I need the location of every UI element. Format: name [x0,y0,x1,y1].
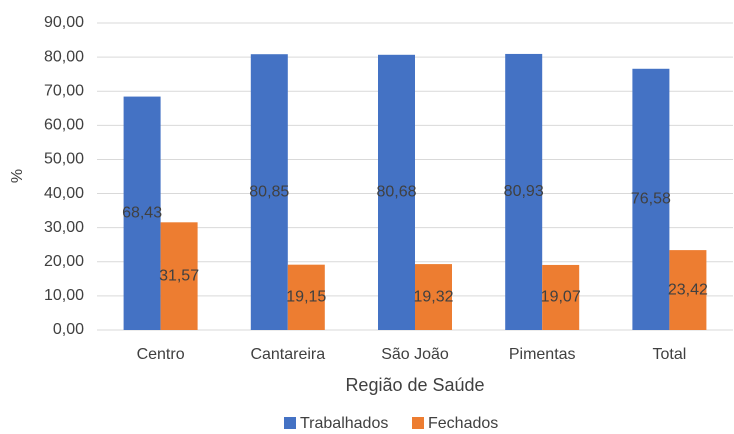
x-axis-title: Região de Saúde [345,375,484,395]
bar [415,264,452,330]
data-label: 80,85 [249,183,289,200]
bar [160,222,198,330]
bar [250,54,288,330]
legend-label: Trabalhados [300,415,388,432]
bar [123,96,161,330]
bar [669,250,707,330]
legend: Trabalhados Fechados [284,415,498,432]
bar [542,264,580,330]
bar [505,53,543,330]
legend-swatch [412,417,424,429]
y-tick-label: 0,00 [53,321,84,338]
data-label: 19,32 [413,288,453,305]
y-tick-label: 70,00 [44,82,84,99]
bar [378,54,415,330]
legend-swatch [284,417,296,429]
y-tick-label: 90,00 [44,14,84,31]
data-label: 80,93 [504,183,544,200]
x-tick-label: São João [381,346,449,363]
y-tick-label: 80,00 [44,48,84,65]
y-axis-title: % [9,169,26,183]
data-label: 68,43 [122,205,162,222]
x-tick-label: Centro [137,346,185,363]
bar [287,264,325,330]
y-tick-label: 20,00 [44,253,84,270]
x-tick-label: Cantareira [250,346,325,363]
x-tick-label: Total [653,346,687,363]
y-tick-label: 30,00 [44,219,84,236]
x-tick-label: Pimentas [509,346,576,363]
legend-label: Fechados [428,415,498,432]
y-tick-label: 50,00 [44,151,84,168]
y-tick-label: 40,00 [44,185,84,202]
data-label: 19,15 [286,289,326,306]
bar [632,68,670,331]
y-tick-label: 60,00 [44,117,84,134]
data-label: 80,68 [376,184,416,201]
data-label: 19,07 [541,289,581,306]
data-label: 76,58 [631,191,671,208]
data-label: 23,42 [668,281,708,298]
data-label: 31,57 [159,267,199,284]
y-tick-label: 10,00 [44,287,84,304]
